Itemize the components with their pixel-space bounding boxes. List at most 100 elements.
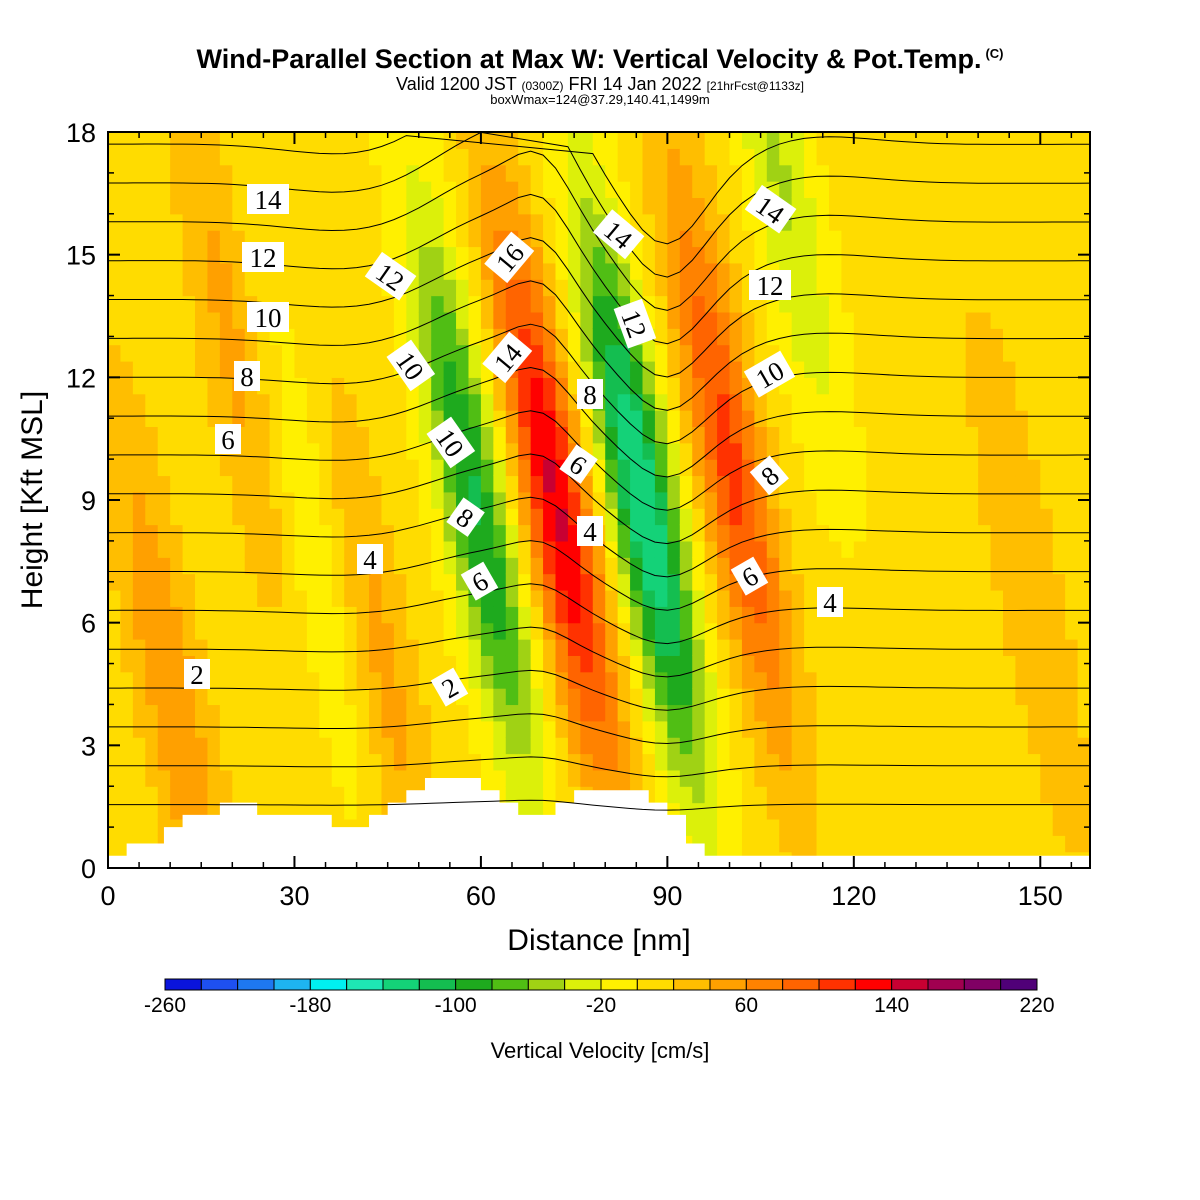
velocity-cell [903, 213, 917, 231]
velocity-cell [195, 606, 209, 624]
velocity-cell [1077, 622, 1091, 640]
velocity-cell [978, 262, 992, 280]
velocity-cell [940, 606, 954, 624]
velocity-cell [132, 279, 146, 297]
colorbar-swatch [200, 978, 239, 991]
velocity-cell [555, 737, 569, 755]
velocity-cell [120, 295, 134, 313]
velocity-cell [456, 311, 470, 329]
velocity-cell [418, 573, 432, 591]
velocity-cell [493, 213, 507, 231]
velocity-cell [804, 213, 818, 231]
velocity-cell [145, 622, 159, 640]
velocity-cell [841, 704, 855, 722]
velocity-cell [1002, 328, 1017, 346]
colorbar-swatch [673, 978, 711, 991]
velocity-cell [543, 508, 557, 526]
velocity-cell [157, 344, 171, 362]
velocity-cell [232, 164, 246, 182]
velocity-cell [369, 344, 383, 362]
velocity-cell [120, 426, 134, 444]
velocity-cell [617, 589, 631, 607]
velocity-cell [990, 442, 1004, 460]
velocity-cell [605, 622, 619, 640]
velocity-cell [132, 377, 146, 395]
velocity-cell [903, 262, 917, 280]
velocity-cell [406, 688, 420, 706]
velocity-cell [878, 164, 892, 182]
velocity-cell [530, 704, 544, 722]
velocity-cell [605, 393, 619, 411]
velocity-cell [679, 295, 693, 313]
velocity-cell [692, 442, 706, 460]
velocity-cell [791, 769, 805, 787]
velocity-cell [393, 295, 407, 313]
velocity-cell [1015, 164, 1029, 182]
velocity-cell [282, 262, 296, 280]
velocity-cell [1065, 802, 1079, 820]
velocity-cell [132, 491, 146, 509]
velocity-cell [567, 688, 581, 706]
colorbar-swatch [963, 978, 1002, 991]
velocity-cell [356, 491, 370, 509]
velocity-cell [207, 148, 221, 166]
velocity-cell [182, 360, 196, 378]
velocity-cell [145, 606, 159, 624]
velocity-cell [766, 606, 780, 624]
velocity-cell [729, 786, 743, 804]
velocity-cell [692, 475, 706, 493]
velocity-cell [779, 164, 793, 182]
y-tick-label: 3 [81, 731, 96, 761]
velocity-cell [654, 655, 668, 673]
velocity-cell [729, 181, 743, 199]
velocity-cell [928, 393, 942, 411]
velocity-cell [592, 311, 606, 329]
velocity-cell [841, 835, 855, 853]
velocity-cell [207, 573, 221, 591]
velocity-cell [518, 622, 532, 640]
velocity-cell [754, 132, 768, 149]
velocity-cell [269, 655, 283, 673]
velocity-cell [132, 704, 146, 722]
velocity-cell [219, 622, 233, 640]
velocity-cell [108, 639, 122, 656]
velocity-cell [1065, 573, 1079, 591]
velocity-cell [779, 737, 793, 755]
velocity-cell [244, 426, 258, 444]
velocity-cell [1077, 688, 1091, 706]
velocity-cell [953, 181, 967, 199]
velocity-cell [145, 459, 159, 477]
velocity-cell [816, 802, 830, 820]
velocity-cell [170, 720, 184, 738]
velocity-cell [978, 279, 992, 297]
velocity-cell [766, 524, 780, 542]
x-tick-label: 90 [652, 881, 682, 911]
velocity-cell [617, 491, 631, 509]
velocity-cell [257, 769, 271, 787]
velocity-cell [170, 786, 184, 804]
velocity-cell [754, 164, 768, 182]
velocity-cell [282, 377, 296, 395]
velocity-cell [431, 639, 445, 656]
velocity-cell [356, 459, 370, 477]
velocity-cell [195, 639, 209, 656]
velocity-cell [1015, 328, 1029, 346]
velocity-cell [294, 524, 308, 542]
velocity-cell [828, 802, 842, 820]
velocity-cell [468, 540, 482, 558]
velocity-cell [232, 720, 246, 738]
velocity-cell [294, 508, 308, 526]
velocity-cell [741, 164, 755, 182]
velocity-cell [741, 671, 755, 689]
velocity-cell [679, 491, 693, 509]
velocity-cell [219, 639, 233, 656]
velocity-cell [108, 704, 122, 722]
velocity-cell [1077, 442, 1091, 460]
velocity-cell [654, 491, 668, 509]
velocity-cell [766, 246, 780, 264]
velocity-cell [406, 393, 420, 411]
velocity-cell [456, 148, 470, 166]
velocity-cell [493, 704, 507, 722]
velocity-cell [182, 606, 196, 624]
